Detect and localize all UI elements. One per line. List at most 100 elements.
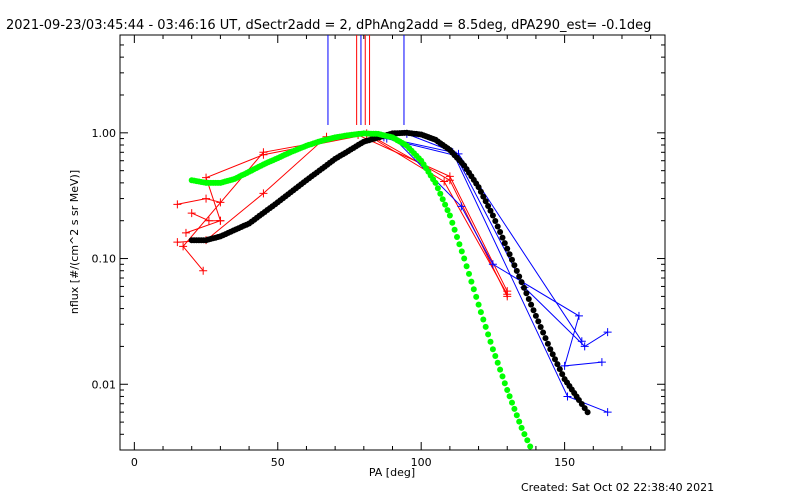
black-curve-point — [544, 340, 551, 347]
green-curve-point — [497, 366, 504, 373]
chart-title: 2021-09-23/03:45:44 - 03:46:16 UT, dSect… — [6, 18, 652, 33]
red-data-point — [181, 228, 190, 237]
black-curve-point — [549, 351, 556, 358]
red-data-point — [216, 198, 225, 207]
blue-data-point — [580, 342, 589, 351]
blue-data-point — [603, 328, 612, 337]
black-curve-point — [494, 223, 501, 230]
y-axis-label: nflux [#/(cm^2 s sr MeV)] — [68, 170, 81, 314]
green-curve-point — [468, 278, 475, 285]
green-curve-point — [458, 248, 465, 255]
red-data-point — [187, 209, 196, 218]
red-data-point — [440, 177, 449, 186]
black-curve-point — [554, 361, 561, 368]
green-curve-point — [466, 270, 472, 277]
green-curve-point — [439, 196, 446, 203]
green-curve-point — [434, 185, 441, 192]
green-curve-point — [489, 346, 496, 353]
green-curve-point — [456, 241, 463, 248]
blue-data-point — [488, 260, 497, 269]
created-timestamp: Created: Sat Oct 02 22:38:40 2021 — [521, 481, 715, 494]
red-series-line — [191, 212, 221, 222]
black-curve-point — [542, 335, 549, 342]
green-curve-point — [451, 226, 458, 233]
green-curve-point — [449, 219, 456, 226]
y-tick-label: 0.10 — [92, 253, 117, 266]
red-data-point — [173, 238, 182, 247]
x-tick-label: 150 — [554, 456, 575, 469]
black-curve-point — [501, 240, 508, 247]
black-curve-point — [559, 371, 566, 378]
black-curve-point — [482, 198, 489, 205]
green-curve-point — [518, 424, 525, 431]
green-curve-point — [437, 190, 444, 197]
black-curve-point — [506, 251, 513, 258]
blue-series-line — [392, 136, 602, 367]
vertical-markers — [327, 35, 405, 125]
y-tick-label: 1.00 — [92, 127, 117, 140]
black-curve-point — [584, 409, 591, 416]
green-curve-point — [463, 263, 470, 270]
green-curve-point — [499, 373, 506, 380]
red-data-point — [199, 266, 208, 275]
blue-series-line — [383, 136, 608, 413]
green-curve-point — [504, 387, 511, 393]
black-curve-point — [492, 218, 499, 224]
x-tick-label: 0 — [131, 456, 138, 469]
black-curve-point — [530, 307, 537, 314]
x-tick-label: 100 — [411, 456, 432, 469]
black-curve-point — [485, 203, 492, 209]
black-curve-point — [504, 245, 511, 252]
black-curve-point — [521, 284, 527, 291]
black-curve-point — [547, 346, 554, 353]
black-curve-point — [552, 356, 558, 363]
green-curve-point — [473, 293, 480, 300]
black-curve-point — [513, 267, 520, 274]
green-curve-point — [454, 234, 460, 240]
green-curve-point — [446, 212, 453, 219]
green-curve-point — [509, 399, 515, 406]
red-data-point — [259, 150, 268, 159]
green-curve-point — [501, 380, 508, 387]
data-series — [173, 129, 612, 450]
blue-data-point — [577, 337, 586, 346]
green-curve-point — [487, 338, 494, 345]
blue-series-line — [406, 133, 583, 342]
green-curve-point — [485, 331, 492, 338]
y-tick-label: 0.01 — [92, 378, 117, 391]
red-data-point — [173, 200, 182, 209]
blue-data-point — [574, 311, 583, 320]
black-curve-point — [480, 193, 487, 200]
black-curve-point — [532, 312, 539, 319]
green-curve-point — [506, 393, 513, 400]
green-curve-point — [477, 309, 484, 316]
red-data-point — [259, 189, 268, 198]
blue-data-point — [457, 202, 466, 211]
black-curve-point — [487, 207, 494, 214]
red-data-point — [202, 194, 211, 203]
green-curve-point — [492, 353, 499, 359]
black-curve-point — [537, 324, 544, 330]
green-curve-point — [511, 405, 518, 412]
green-curve-point — [475, 301, 482, 308]
green-curve-point — [494, 359, 501, 366]
green-curve-point — [480, 316, 487, 323]
green-curve-point — [513, 412, 520, 419]
black-curve-point — [477, 188, 484, 195]
black-curve-point — [475, 184, 482, 191]
green-curve-point — [470, 286, 477, 293]
black-curve-point — [525, 296, 532, 302]
green-curve-point — [516, 418, 523, 425]
black-curve-point — [499, 234, 506, 241]
red-data-point — [216, 216, 225, 225]
blue-data-point — [563, 392, 572, 401]
green-curve-point — [461, 255, 468, 262]
black-curve-point — [518, 279, 525, 286]
black-curve-point — [509, 256, 515, 263]
green-curve-point — [524, 437, 531, 444]
red-data-point — [179, 242, 188, 251]
x-tick-label: 50 — [271, 456, 285, 469]
red-data-point — [503, 290, 512, 299]
black-curve-point — [540, 329, 547, 336]
